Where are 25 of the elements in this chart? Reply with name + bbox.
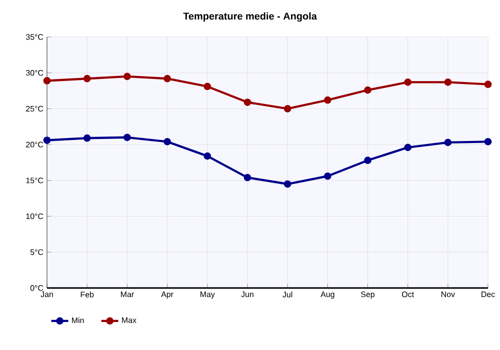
- point: [484, 80, 492, 88]
- point: [124, 72, 131, 80]
- point: [83, 74, 91, 82]
- point: [484, 138, 492, 146]
- chart-title: Temperature medie - Angola: [183, 12, 317, 22]
- point: [244, 98, 252, 106]
- point: [244, 174, 252, 182]
- point: [83, 134, 91, 142]
- point: [444, 78, 452, 86]
- point: [284, 105, 292, 112]
- point: [284, 180, 292, 188]
- point: [444, 138, 452, 146]
- point: [324, 172, 332, 180]
- point: [204, 82, 212, 90]
- point: [43, 77, 51, 84]
- point: [164, 138, 171, 146]
- point: [364, 86, 372, 94]
- point: [164, 74, 171, 82]
- point: [324, 96, 332, 104]
- point: [404, 78, 412, 86]
- point: [43, 136, 51, 144]
- point: [204, 152, 212, 160]
- point: [364, 156, 372, 164]
- point: [124, 134, 131, 142]
- point: [404, 144, 412, 152]
